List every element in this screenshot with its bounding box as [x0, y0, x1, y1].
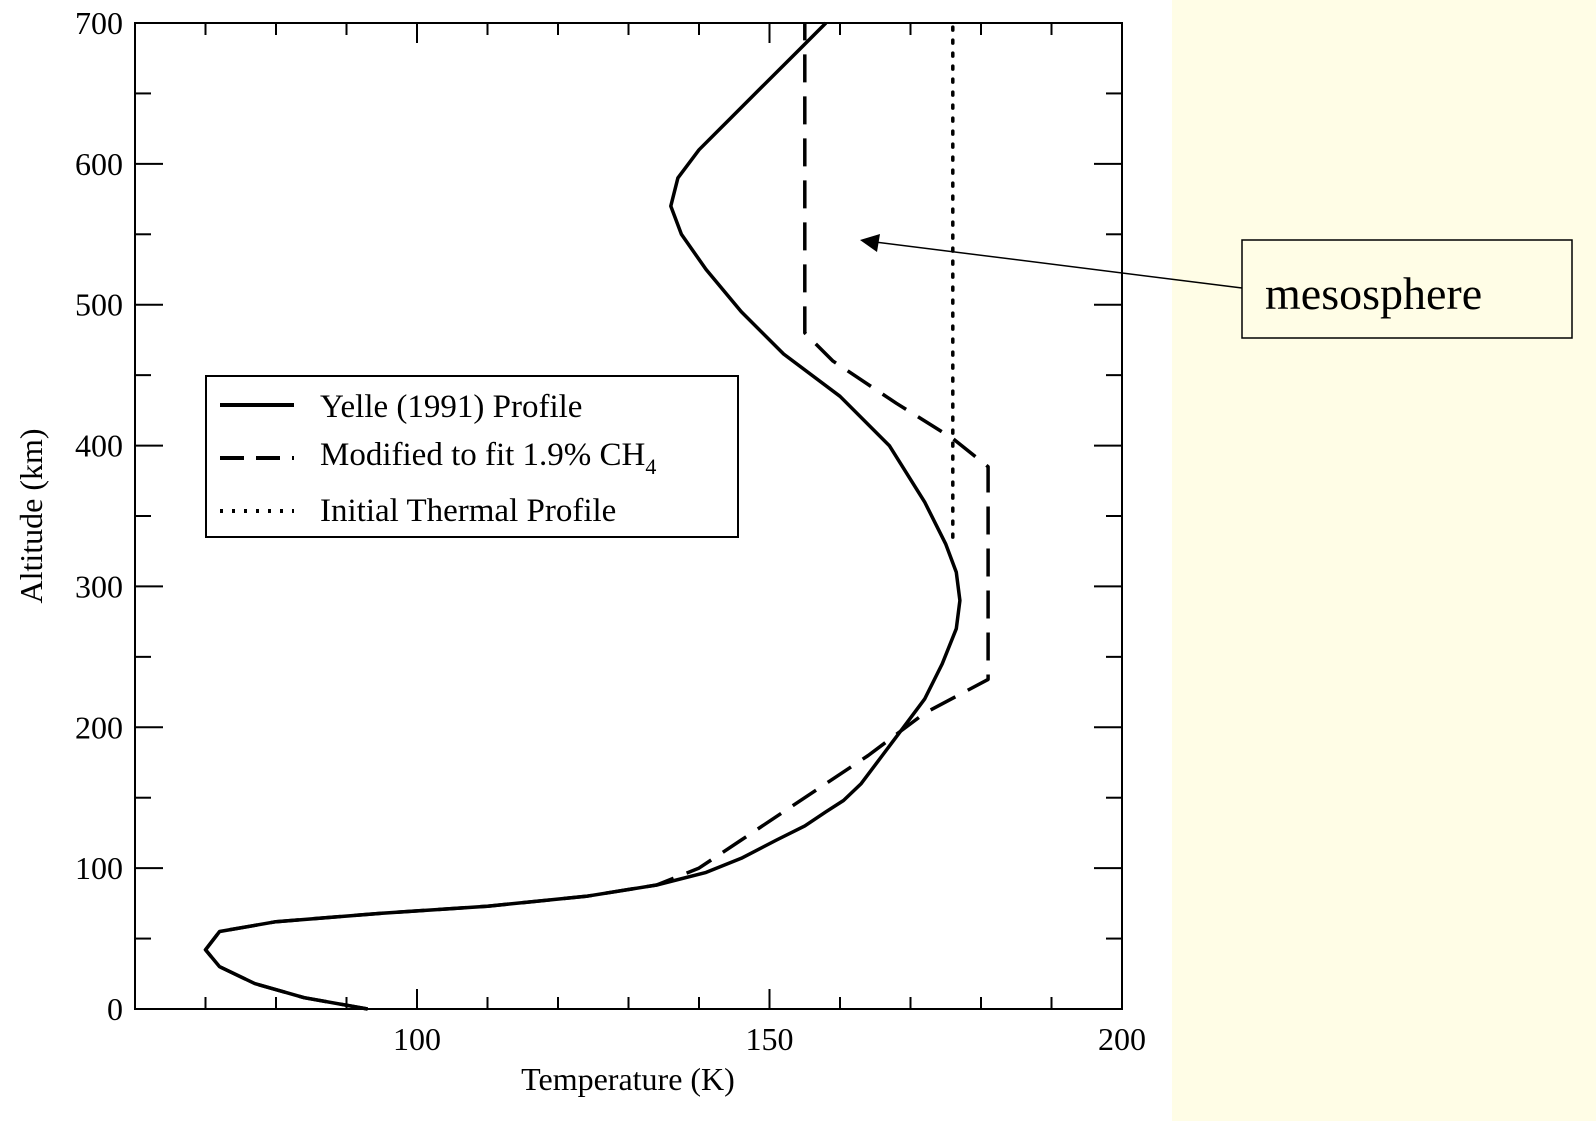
- y-tick-label: 100: [75, 850, 123, 886]
- callout-label: mesosphere: [1265, 268, 1482, 319]
- y-tick-label: 0: [107, 991, 123, 1027]
- mesosphere-callout: mesosphere: [860, 234, 1573, 339]
- x-tick-label: 150: [746, 1021, 794, 1057]
- callout-arrowhead: [860, 234, 880, 252]
- x-tick-labels: 100 150 200: [393, 1021, 1146, 1057]
- callout-box: [1241, 239, 1573, 339]
- y-tick-label: 600: [75, 146, 123, 182]
- y-tick-labels: 0 100 200 300 400 500 600 700: [75, 5, 123, 1027]
- series-line-dashed: [203, 23, 990, 1011]
- y-tick-label: 700: [75, 5, 123, 41]
- x-tick-label: 200: [1098, 1021, 1146, 1057]
- legend-label-modified: Modified to fit 1.9% CH4: [320, 437, 656, 479]
- callout-arrow-line: [874, 241, 1243, 289]
- y-tick-label: 200: [75, 709, 123, 745]
- x-tick-label: 100: [393, 1021, 441, 1057]
- legend: Yelle (1991) Profile Modified to fit 1.9…: [205, 375, 739, 538]
- y-axis-title: Altitude (km): [13, 428, 49, 603]
- callout-panel: [1172, 0, 1596, 1121]
- series-layer: [203, 21, 990, 1011]
- legend-label-yelle: Yelle (1991) Profile: [320, 389, 582, 425]
- y-tick-label: 500: [75, 287, 123, 323]
- legend-label-initial: Initial Thermal Profile: [320, 493, 616, 529]
- ticks-layer: [135, 23, 1122, 1009]
- y-tick-label: 300: [75, 568, 123, 604]
- x-axis-title: Temperature (K): [521, 1061, 735, 1097]
- y-tick-label: 400: [75, 428, 123, 464]
- legend-box: [205, 375, 739, 538]
